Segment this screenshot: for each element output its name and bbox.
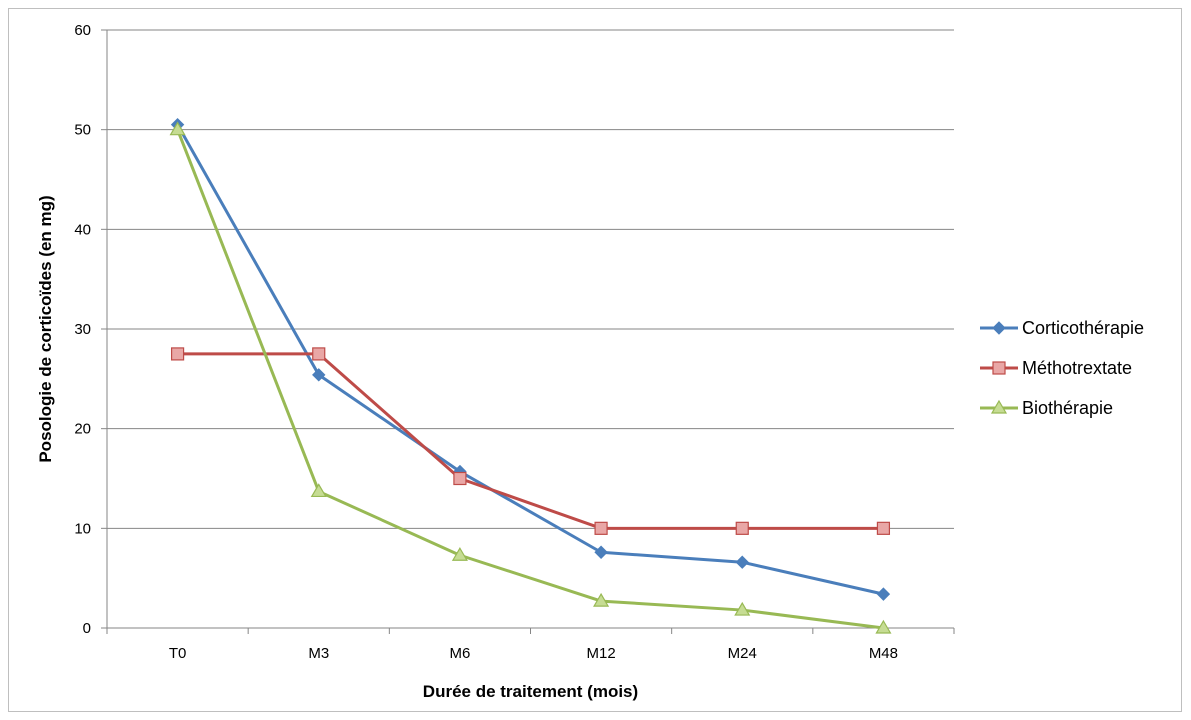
data-point (312, 368, 326, 382)
data-point (875, 619, 892, 634)
legend-label: Méthotrextate (1022, 358, 1132, 378)
series-2 (169, 121, 892, 634)
series-1 (170, 347, 891, 535)
y-tick-label: 50 (74, 122, 91, 139)
legend-label: Biothérapie (1022, 398, 1113, 418)
legend-marker (992, 321, 1006, 335)
legend-entry: Méthotrextate (980, 358, 1132, 378)
data-point (451, 547, 468, 561)
tick-labels: 0 10 20 30 40 50 60 T0 M3 M6 M12 M24 M48 (74, 22, 955, 662)
data-point (312, 347, 326, 361)
data-point (310, 483, 327, 498)
legend-label: Corticothérapie (1022, 318, 1144, 338)
y-axis-title: Posologie de corticoïdes (en mg) (36, 195, 55, 462)
y-tick-label: 0 (83, 620, 91, 637)
x-tick-label: M24 (728, 645, 757, 662)
x-tick-label: T0 (169, 645, 187, 662)
x-tick-label: M48 (869, 645, 898, 662)
legend-marker (992, 361, 1006, 375)
data-point (735, 555, 749, 569)
x-tick-label: M6 (449, 645, 470, 662)
y-tick-label: 20 (74, 421, 91, 438)
data-point (876, 587, 891, 601)
chart-frame (8, 8, 1182, 712)
y-tick-label: 10 (74, 520, 91, 537)
data-point (876, 521, 891, 535)
x-tick-label: M12 (586, 645, 615, 662)
legend: Corticothérapie Méthotrextate Biothérapie (980, 318, 1144, 418)
legend-marker (990, 399, 1008, 414)
x-axis-title: Durée de traitement (mois) (423, 682, 638, 701)
data-point (594, 545, 608, 559)
series-line (176, 123, 884, 596)
data-point (170, 347, 185, 361)
data-point (734, 601, 751, 616)
series-line (176, 129, 884, 630)
data-point (169, 121, 186, 136)
data-point (593, 592, 610, 607)
x-tick-label: M3 (308, 645, 329, 662)
data-point (735, 521, 749, 535)
y-tick-label: 40 (74, 221, 91, 238)
series-line (177, 352, 884, 530)
legend-entry: Biothérapie (980, 398, 1113, 418)
legend-entry: Corticothérapie (980, 318, 1144, 338)
data-point (453, 471, 467, 486)
y-tick-label: 30 (74, 321, 91, 338)
gridlines (107, 29, 954, 529)
series (169, 117, 892, 634)
y-tick-label: 60 (74, 22, 91, 39)
data-point (594, 521, 608, 535)
